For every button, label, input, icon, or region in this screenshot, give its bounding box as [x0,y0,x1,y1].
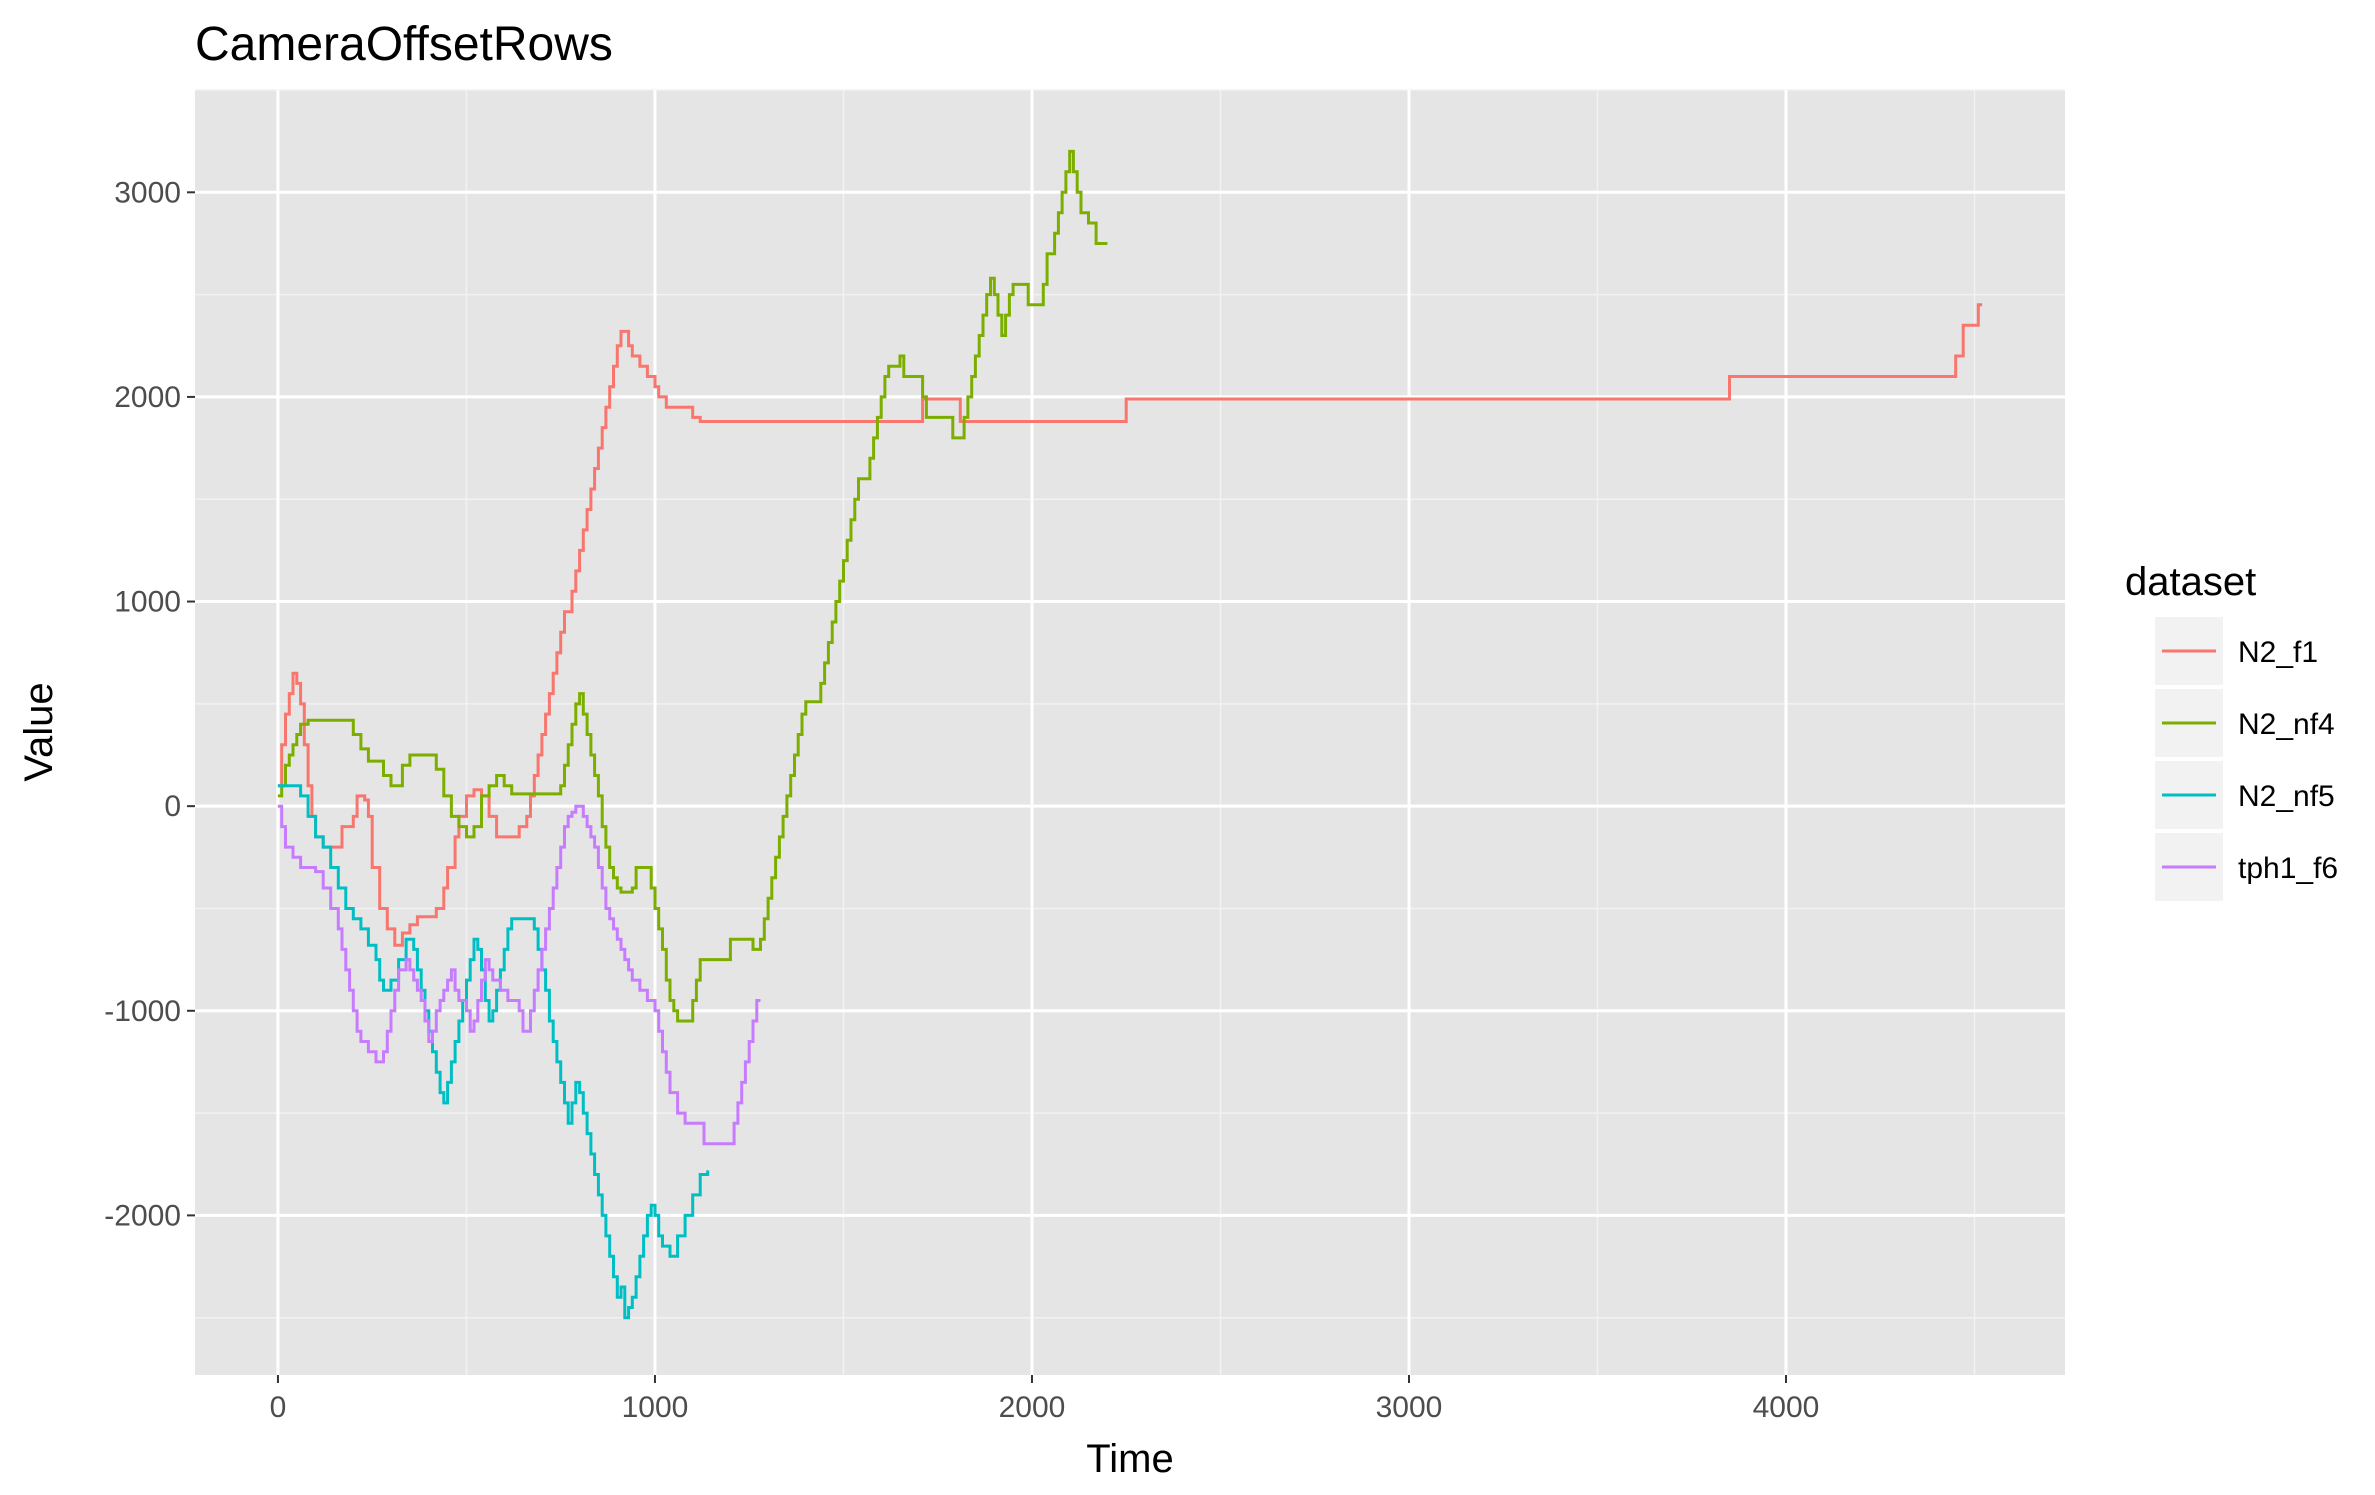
y-tick-label: 0 [164,790,181,823]
legend-label: N2_nf4 [2238,708,2335,741]
series-lines [277,149,1983,1320]
series-line-n2-f1 [277,303,1983,947]
minor-gridlines [195,89,2065,1375]
y-axis-title: Value [17,682,61,781]
series-line-tph1-f6 [277,804,761,1146]
x-axis-title: Time [1086,1437,1173,1481]
x-tick-label: 2000 [999,1391,1066,1424]
series-line-n2-nf4 [277,149,1108,1023]
y-axis-ticks: -2000 -1000 0 1000 2000 3000 [104,176,195,1232]
legend: dataset N2_f1 N2_nf4 N2_nf5 tph1_f6 [2125,560,2338,901]
x-tick-label: 3000 [1376,1391,1443,1424]
y-tick-label: 3000 [114,176,181,209]
y-tick-label: -2000 [104,1199,181,1232]
x-tick-label: 1000 [622,1391,689,1424]
x-axis-ticks: 0 1000 2000 3000 4000 [270,1375,1820,1424]
legend-label: tph1_f6 [2238,852,2338,885]
major-gridlines [195,90,2065,1375]
x-tick-label: 0 [270,1391,287,1424]
legend-label: N2_f1 [2238,636,2318,669]
x-tick-label: 4000 [1753,1391,1820,1424]
y-tick-label: -1000 [104,995,181,1028]
y-tick-label: 2000 [114,381,181,414]
chart-title: CameraOffsetRows [195,18,613,71]
y-tick-label: 1000 [114,586,181,619]
legend-title: dataset [2125,560,2256,604]
plot-panel [195,90,2065,1375]
series-line-n2-nf5 [277,784,710,1320]
legend-label: N2_nf5 [2238,780,2335,813]
